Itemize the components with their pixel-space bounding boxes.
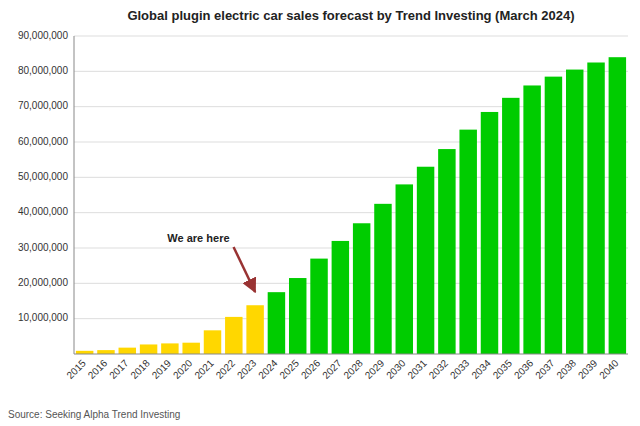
x-tick-label: 2037 <box>533 357 557 381</box>
y-axis-line <box>74 36 75 354</box>
x-tick-label: 2025 <box>278 357 302 381</box>
x-tick-label: 2040 <box>597 357 621 381</box>
bar <box>481 112 498 354</box>
y-tick-label: 50,000,000 <box>18 171 68 182</box>
y-tick-label: 60,000,000 <box>18 136 68 147</box>
bar <box>97 350 114 354</box>
x-tick-label: 2018 <box>128 357 152 381</box>
bar <box>140 344 157 354</box>
bar <box>438 149 455 354</box>
y-tick-label: 20,000,000 <box>18 277 68 288</box>
x-tick-label: 2022 <box>214 357 238 381</box>
y-tick-label: 40,000,000 <box>18 206 68 217</box>
annotation-arrow <box>234 247 256 292</box>
x-tick-label: 2024 <box>256 357 280 381</box>
bar <box>332 241 349 354</box>
y-tick-label: 30,000,000 <box>18 242 68 253</box>
bar <box>204 330 221 354</box>
x-tick-label: 2019 <box>150 357 174 381</box>
x-tick-label: 2017 <box>107 357 131 381</box>
x-tick-label: 2038 <box>555 357 579 381</box>
bar <box>268 292 285 354</box>
annotation-text: We are here <box>167 232 229 244</box>
x-tick-label: 2028 <box>341 357 365 381</box>
x-tick-label: 2020 <box>171 357 195 381</box>
x-tick-label: 2033 <box>448 357 472 381</box>
x-tick-label: 2035 <box>491 357 515 381</box>
x-tick-label: 2023 <box>235 357 259 381</box>
bar <box>587 63 604 355</box>
y-tick-label: 90,000,000 <box>18 30 68 41</box>
grid-line <box>74 71 628 72</box>
bar <box>289 278 306 354</box>
x-tick-label: 2039 <box>576 357 600 381</box>
source: Source: Seeking Alpha Trend Investing <box>8 409 180 420</box>
bar <box>459 130 476 354</box>
bar <box>545 77 562 354</box>
bar <box>374 204 391 354</box>
x-tick-label: 2029 <box>363 357 387 381</box>
bar <box>119 348 136 354</box>
grid-line <box>74 36 628 37</box>
x-tick-label: 2026 <box>299 357 323 381</box>
bar <box>182 343 199 354</box>
x-tick-label: 2034 <box>469 357 493 381</box>
bar <box>609 57 626 354</box>
y-tick-label: 80,000,000 <box>18 65 68 76</box>
x-tick-label: 2030 <box>384 357 408 381</box>
bar <box>225 317 242 354</box>
x-tick-label: 2036 <box>512 357 536 381</box>
bar <box>523 85 540 354</box>
bar <box>246 305 263 354</box>
bar <box>417 167 434 354</box>
x-tick-label: 2032 <box>427 357 451 381</box>
x-axis-line <box>74 354 628 355</box>
bar <box>310 259 327 354</box>
bar <box>502 98 519 354</box>
x-tick-label: 2021 <box>192 357 216 381</box>
bar <box>353 223 370 354</box>
bar <box>161 343 178 354</box>
bar <box>396 184 413 354</box>
y-tick-label: 10,000,000 <box>18 312 68 323</box>
x-tick-label: 2031 <box>405 357 429 381</box>
x-tick-label: 2015 <box>64 357 88 381</box>
bars <box>76 57 626 354</box>
y-tick-label: 70,000,000 <box>18 100 68 111</box>
x-tick-label: 2027 <box>320 357 344 381</box>
title: Global plugin electric car sales forecas… <box>127 8 574 23</box>
chart: 10,000,000 20,000,000 30,000,000 40,000,000… <box>0 0 640 426</box>
x-tick-label: 2016 <box>86 357 110 381</box>
bar <box>566 70 583 354</box>
